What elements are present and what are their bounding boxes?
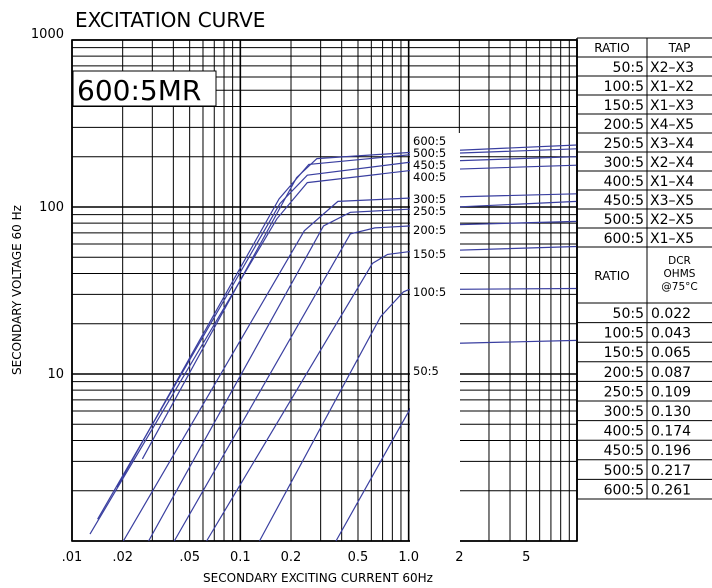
table-cell-tap: X2–X3: [650, 60, 694, 76]
table-cell-ratio: 600:5: [604, 482, 644, 498]
curve-label: 200:5: [413, 223, 446, 237]
x-tick-label: 0.2: [281, 550, 302, 565]
table-cell-ratio: 100:5: [604, 326, 644, 342]
table-cell-ratio: 500:5: [604, 212, 644, 228]
table-header: RATIO: [594, 269, 629, 283]
curve-400-5: [89, 164, 578, 535]
curve-label: 150:5: [413, 247, 446, 261]
table-cell-tap: X1–X5: [650, 231, 694, 247]
table-cell-ratio: 50:5: [613, 60, 644, 76]
tables: RATIO TAP 50:5 X2–X3 100:5 X1–X2 150:5 X1–X3 200…: [576, 37, 712, 500]
table-cell-tap: X2–X4: [650, 155, 694, 171]
table-cell-dcr: 0.217: [651, 463, 691, 479]
y-tick-label: 100: [39, 200, 64, 215]
table-header: RATIO: [594, 41, 629, 55]
curve-500-5: [116, 148, 578, 488]
table-cell-ratio: 400:5: [604, 174, 644, 190]
table-header: @75°C: [661, 281, 697, 293]
x-tick-label: .01: [62, 550, 83, 565]
grid-layer: [71, 39, 578, 542]
curve-600-5: [141, 144, 578, 460]
table-cell-tap: X3–X5: [650, 193, 694, 209]
table-cell-tap: X4–X5: [650, 117, 694, 133]
x-tick-label: 0.5: [348, 550, 369, 565]
table-cell-tap: X1–X4: [650, 174, 694, 190]
table-cell-dcr: 0.130: [651, 404, 691, 420]
table-cell-tap: X1–X2: [650, 79, 694, 95]
table-cell-ratio: 300:5: [604, 404, 644, 420]
curve-label: 500:5: [413, 146, 446, 160]
table-cell-dcr: 0.022: [651, 306, 691, 322]
table-cell-ratio: 250:5: [604, 136, 644, 152]
curve-450-5: [97, 156, 578, 520]
x-tick-label: .05: [179, 550, 200, 565]
table-cell-ratio: 50:5: [613, 306, 644, 322]
ratio-badge: 600:5MR: [77, 74, 201, 107]
table-cell-ratio: 450:5: [604, 443, 644, 459]
curve-250-5: [148, 200, 578, 542]
curve-label: 50:5: [413, 364, 439, 378]
table-cell-dcr: 0.174: [651, 424, 691, 440]
table-cell-ratio: 150:5: [604, 98, 644, 114]
table-cell-ratio: 100:5: [604, 79, 644, 95]
x-axis-label: SECONDARY EXCITING CURRENT 60Hz: [203, 571, 433, 585]
table-header: OHMS: [664, 268, 696, 280]
curve-label: 450:5: [413, 158, 446, 172]
curve-label: 100:5: [413, 285, 446, 299]
table-cell-ratio: 150:5: [604, 345, 644, 361]
table-cell-ratio: 300:5: [604, 155, 644, 171]
table-cell-tap: X2–X5: [650, 212, 694, 228]
table-cell-dcr: 0.261: [651, 482, 691, 498]
ratio-badge-box: [72, 70, 217, 107]
y-axis-label: SECONDARY VOLTAGE 60 Hz: [10, 205, 24, 375]
table-cell-dcr: 0.196: [651, 443, 691, 459]
table-cell-ratio: 200:5: [604, 365, 644, 381]
axis-layer: .01 .02 .05 0.1 0.2 0.5 1.0 2 5 1000 100 10: [31, 27, 531, 565]
curve-100-5: [258, 287, 578, 542]
table-header: TAP: [668, 41, 691, 55]
chart-title: EXCITATION CURVE: [75, 8, 265, 32]
curve-layer: [89, 144, 578, 542]
curve-200-5: [173, 220, 578, 542]
x-tick-label: 5: [522, 550, 530, 565]
table-cell-dcr: 0.043: [651, 326, 691, 342]
table-cell-tap: X3–X4: [650, 136, 694, 152]
curve-label: 600:5: [413, 134, 446, 148]
x-tick-label: 0.1: [230, 550, 251, 565]
table-cell-ratio: 600:5: [604, 231, 644, 247]
x-tick-label: 2: [455, 550, 463, 565]
table-cell-ratio: 500:5: [604, 463, 644, 479]
table-cell-tap: X1–X3: [650, 98, 694, 114]
table-cell-dcr: 0.065: [651, 345, 691, 361]
plot-frame: [71, 39, 578, 542]
table-cell-dcr: 0.109: [651, 384, 691, 400]
table-cell-ratio: 250:5: [604, 384, 644, 400]
y-tick-label: 1000: [31, 27, 64, 42]
table-header: DCR: [668, 255, 691, 267]
x-tick-label: .02: [112, 550, 133, 565]
curve-label-mask: [410, 133, 460, 543]
table-cell-ratio: 400:5: [604, 424, 644, 440]
curve-label: 400:5: [413, 170, 446, 184]
table-cell-dcr: 0.087: [651, 365, 691, 381]
curve-150-5: [206, 245, 578, 542]
y-tick-label: 10: [47, 367, 64, 382]
table-cell-ratio: 450:5: [604, 193, 644, 209]
curve-label: 250:5: [413, 204, 446, 218]
curve-label: 300:5: [413, 192, 446, 206]
curve-300-5: [122, 193, 578, 542]
x-tick-label: 1.0: [398, 550, 419, 565]
table-cell-ratio: 200:5: [604, 117, 644, 133]
